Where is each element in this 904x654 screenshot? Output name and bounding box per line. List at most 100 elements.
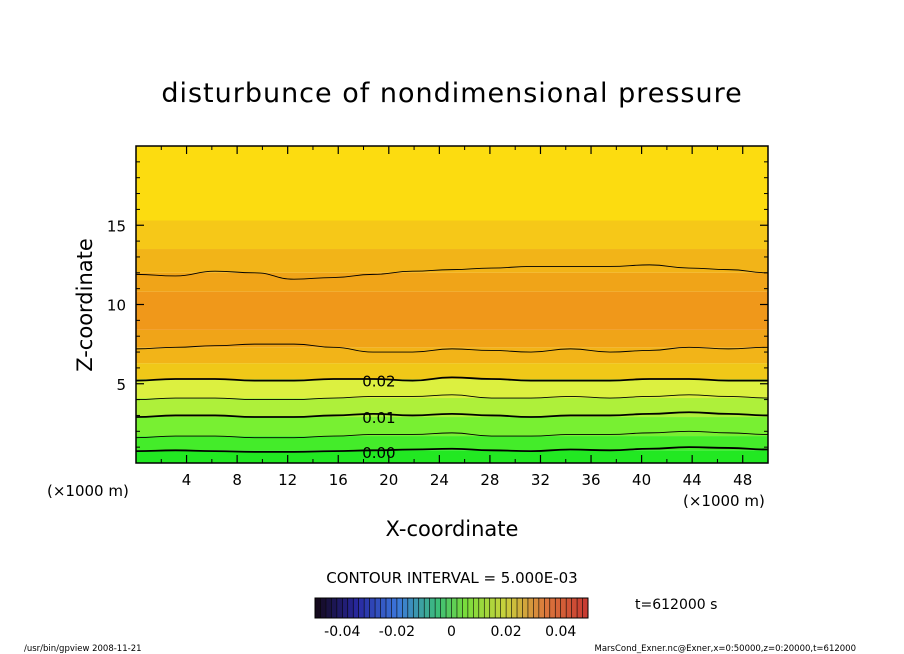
colorbar-cell xyxy=(462,598,468,618)
contour-lines xyxy=(135,264,769,453)
color-band xyxy=(136,398,768,418)
colorbar-cell xyxy=(375,598,381,618)
colorbar-cell xyxy=(391,598,397,618)
x-tick-label: 16 xyxy=(329,471,348,489)
footer-right: MarsCond_Exner.nc@Exner,x=0:50000,z=0:20… xyxy=(594,644,856,654)
colorbar-cell xyxy=(353,598,359,618)
colorbar-cell xyxy=(347,598,354,618)
colorbar-cell xyxy=(407,598,414,618)
colorbar-cell xyxy=(325,598,332,618)
colorbar-cell xyxy=(582,598,588,618)
color-band xyxy=(136,436,768,451)
colorbar-cell xyxy=(544,598,550,618)
colorbar-cell xyxy=(424,598,430,618)
colorbar-cell xyxy=(456,598,463,618)
colorbar-tick-labels: -0.04 -0.02 0 0.02 0.04 xyxy=(324,624,576,640)
color-band xyxy=(136,363,768,379)
colorbar-cell xyxy=(478,598,485,618)
colorbar-cell xyxy=(538,598,545,618)
colorbar-cell xyxy=(495,598,501,618)
colorbar-cell xyxy=(506,598,512,618)
contour-line xyxy=(135,411,769,418)
colorbar-cell xyxy=(489,598,496,618)
color-bands xyxy=(136,146,768,463)
colorbar-cell xyxy=(484,598,490,618)
color-band xyxy=(136,146,768,221)
contour-label: 0.02 xyxy=(362,373,395,391)
contour-interval: CONTOUR INTERVAL = 5.000E-03 xyxy=(326,569,577,587)
colorbar-cell xyxy=(473,598,479,618)
colorbar-cell xyxy=(451,598,457,618)
x-tick-label: 32 xyxy=(531,471,550,489)
color-band xyxy=(136,272,768,292)
x-tick-label: 48 xyxy=(733,471,752,489)
colorbar-cell xyxy=(577,598,583,618)
contour-line xyxy=(135,446,769,453)
colorbar-cell xyxy=(413,598,419,618)
colorbar-cell xyxy=(566,598,572,618)
y-axis-label: Z-coordinate xyxy=(73,238,97,372)
colorbar-tick-label: -0.02 xyxy=(379,624,415,640)
color-band xyxy=(136,347,768,364)
colorbar-cell xyxy=(527,598,534,618)
footer-left: /usr/bin/gpview 2008-11-21 xyxy=(24,644,142,654)
colorbar-cell xyxy=(418,598,425,618)
x-tick-label: 28 xyxy=(480,471,499,489)
color-band xyxy=(136,329,768,348)
colorbar-cell xyxy=(522,598,528,618)
contour-line xyxy=(135,376,768,382)
colorbar xyxy=(314,598,588,618)
colorbar-cell xyxy=(380,598,386,618)
contour-line xyxy=(135,394,769,401)
x-unit-right: (×1000 m) xyxy=(683,492,765,510)
contour-label: 0.01 xyxy=(362,409,395,427)
colorbar-cell xyxy=(446,598,452,618)
color-band xyxy=(136,378,768,399)
colorbar-cell xyxy=(571,598,578,618)
colorbar-cell xyxy=(440,598,447,618)
colorbar-cell xyxy=(315,598,321,618)
colorbar-cell xyxy=(320,598,326,618)
colorbar-cell xyxy=(364,598,370,618)
x-tick-label: 40 xyxy=(632,471,651,489)
colorbar-tick-label: 0 xyxy=(447,624,456,640)
colorbar-tick-label: -0.04 xyxy=(324,624,360,640)
x-tick-label: 36 xyxy=(581,471,600,489)
x-tick-label: 8 xyxy=(232,471,242,489)
colorbar-cell xyxy=(500,598,507,618)
y-tick-label: 5 xyxy=(116,376,126,394)
colorbar-cell xyxy=(402,598,408,618)
x-tick-label: 4 xyxy=(182,471,192,489)
x-axis-label: X-coordinate xyxy=(386,517,519,541)
colorbar-cell xyxy=(533,598,539,618)
color-band xyxy=(136,291,768,330)
colorbar-cell xyxy=(511,598,518,618)
y-tick-label: 10 xyxy=(107,297,126,315)
colorbar-cell xyxy=(429,598,436,618)
colorbar-cell xyxy=(549,598,556,618)
chart-title: disturbunce of nondimensional pressure xyxy=(161,78,742,109)
color-band xyxy=(136,450,768,463)
color-band xyxy=(136,417,768,437)
time-label: t=612000 s xyxy=(635,597,717,613)
x-tick-label: 20 xyxy=(379,471,398,489)
contour-line xyxy=(135,264,769,280)
y-tick-label: 15 xyxy=(107,217,126,235)
colorbar-cell xyxy=(517,598,523,618)
colorbar-frame xyxy=(314,597,589,619)
colorbar-cell xyxy=(336,598,343,618)
colorbar-cell xyxy=(342,598,348,618)
colorbar-cell xyxy=(435,598,441,618)
colorbar-cell xyxy=(385,598,392,618)
x-tick-label: 44 xyxy=(683,471,702,489)
contour-labels: 0.02 0.01 0.00 xyxy=(362,373,395,462)
colorbar-tick-label: 0.04 xyxy=(545,624,576,640)
contour-line xyxy=(135,343,769,353)
colorbar-cell xyxy=(555,598,561,618)
colorbar-cell xyxy=(369,598,376,618)
colorbar-cell xyxy=(396,598,403,618)
colorbar-cell xyxy=(467,598,474,618)
